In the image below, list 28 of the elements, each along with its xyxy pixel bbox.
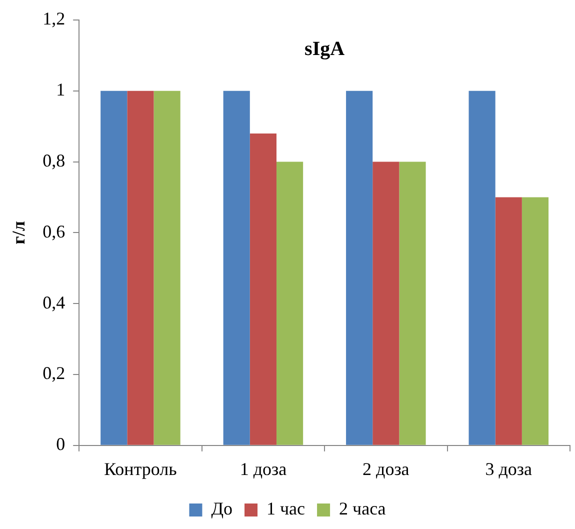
bar (495, 197, 522, 445)
y-axis-title: г/л (8, 221, 28, 244)
y-tick-label: 0,2 (42, 363, 66, 384)
bar (100, 90, 128, 445)
bar (399, 162, 426, 445)
x-tick-label: Контроль (104, 458, 177, 479)
y-tick-label: 1 (56, 80, 66, 100)
bar (372, 162, 400, 445)
x-tick-label: 3 доза (485, 458, 532, 479)
bar (250, 133, 276, 445)
bar (468, 90, 496, 445)
bar (154, 90, 180, 445)
x-tick-label: 1 доза (240, 458, 287, 479)
bar (276, 162, 304, 445)
legend-label: 2 часа (339, 498, 386, 519)
bar (223, 90, 250, 445)
legend-label: 1 час (266, 498, 306, 519)
bar (127, 90, 154, 445)
bar (346, 90, 373, 445)
y-tick-label: 0,8 (42, 150, 66, 171)
x-tick-label: 2 доза (362, 458, 410, 479)
y-tick-label: 1,2 (42, 8, 66, 29)
text: sIgA (304, 38, 346, 60)
y-tick-label: 0 (56, 434, 66, 454)
y-tick-label: 0,4 (42, 292, 66, 312)
y-tick-label: 0,6 (42, 221, 66, 242)
bar (522, 197, 549, 445)
legend-label: До (211, 498, 233, 519)
